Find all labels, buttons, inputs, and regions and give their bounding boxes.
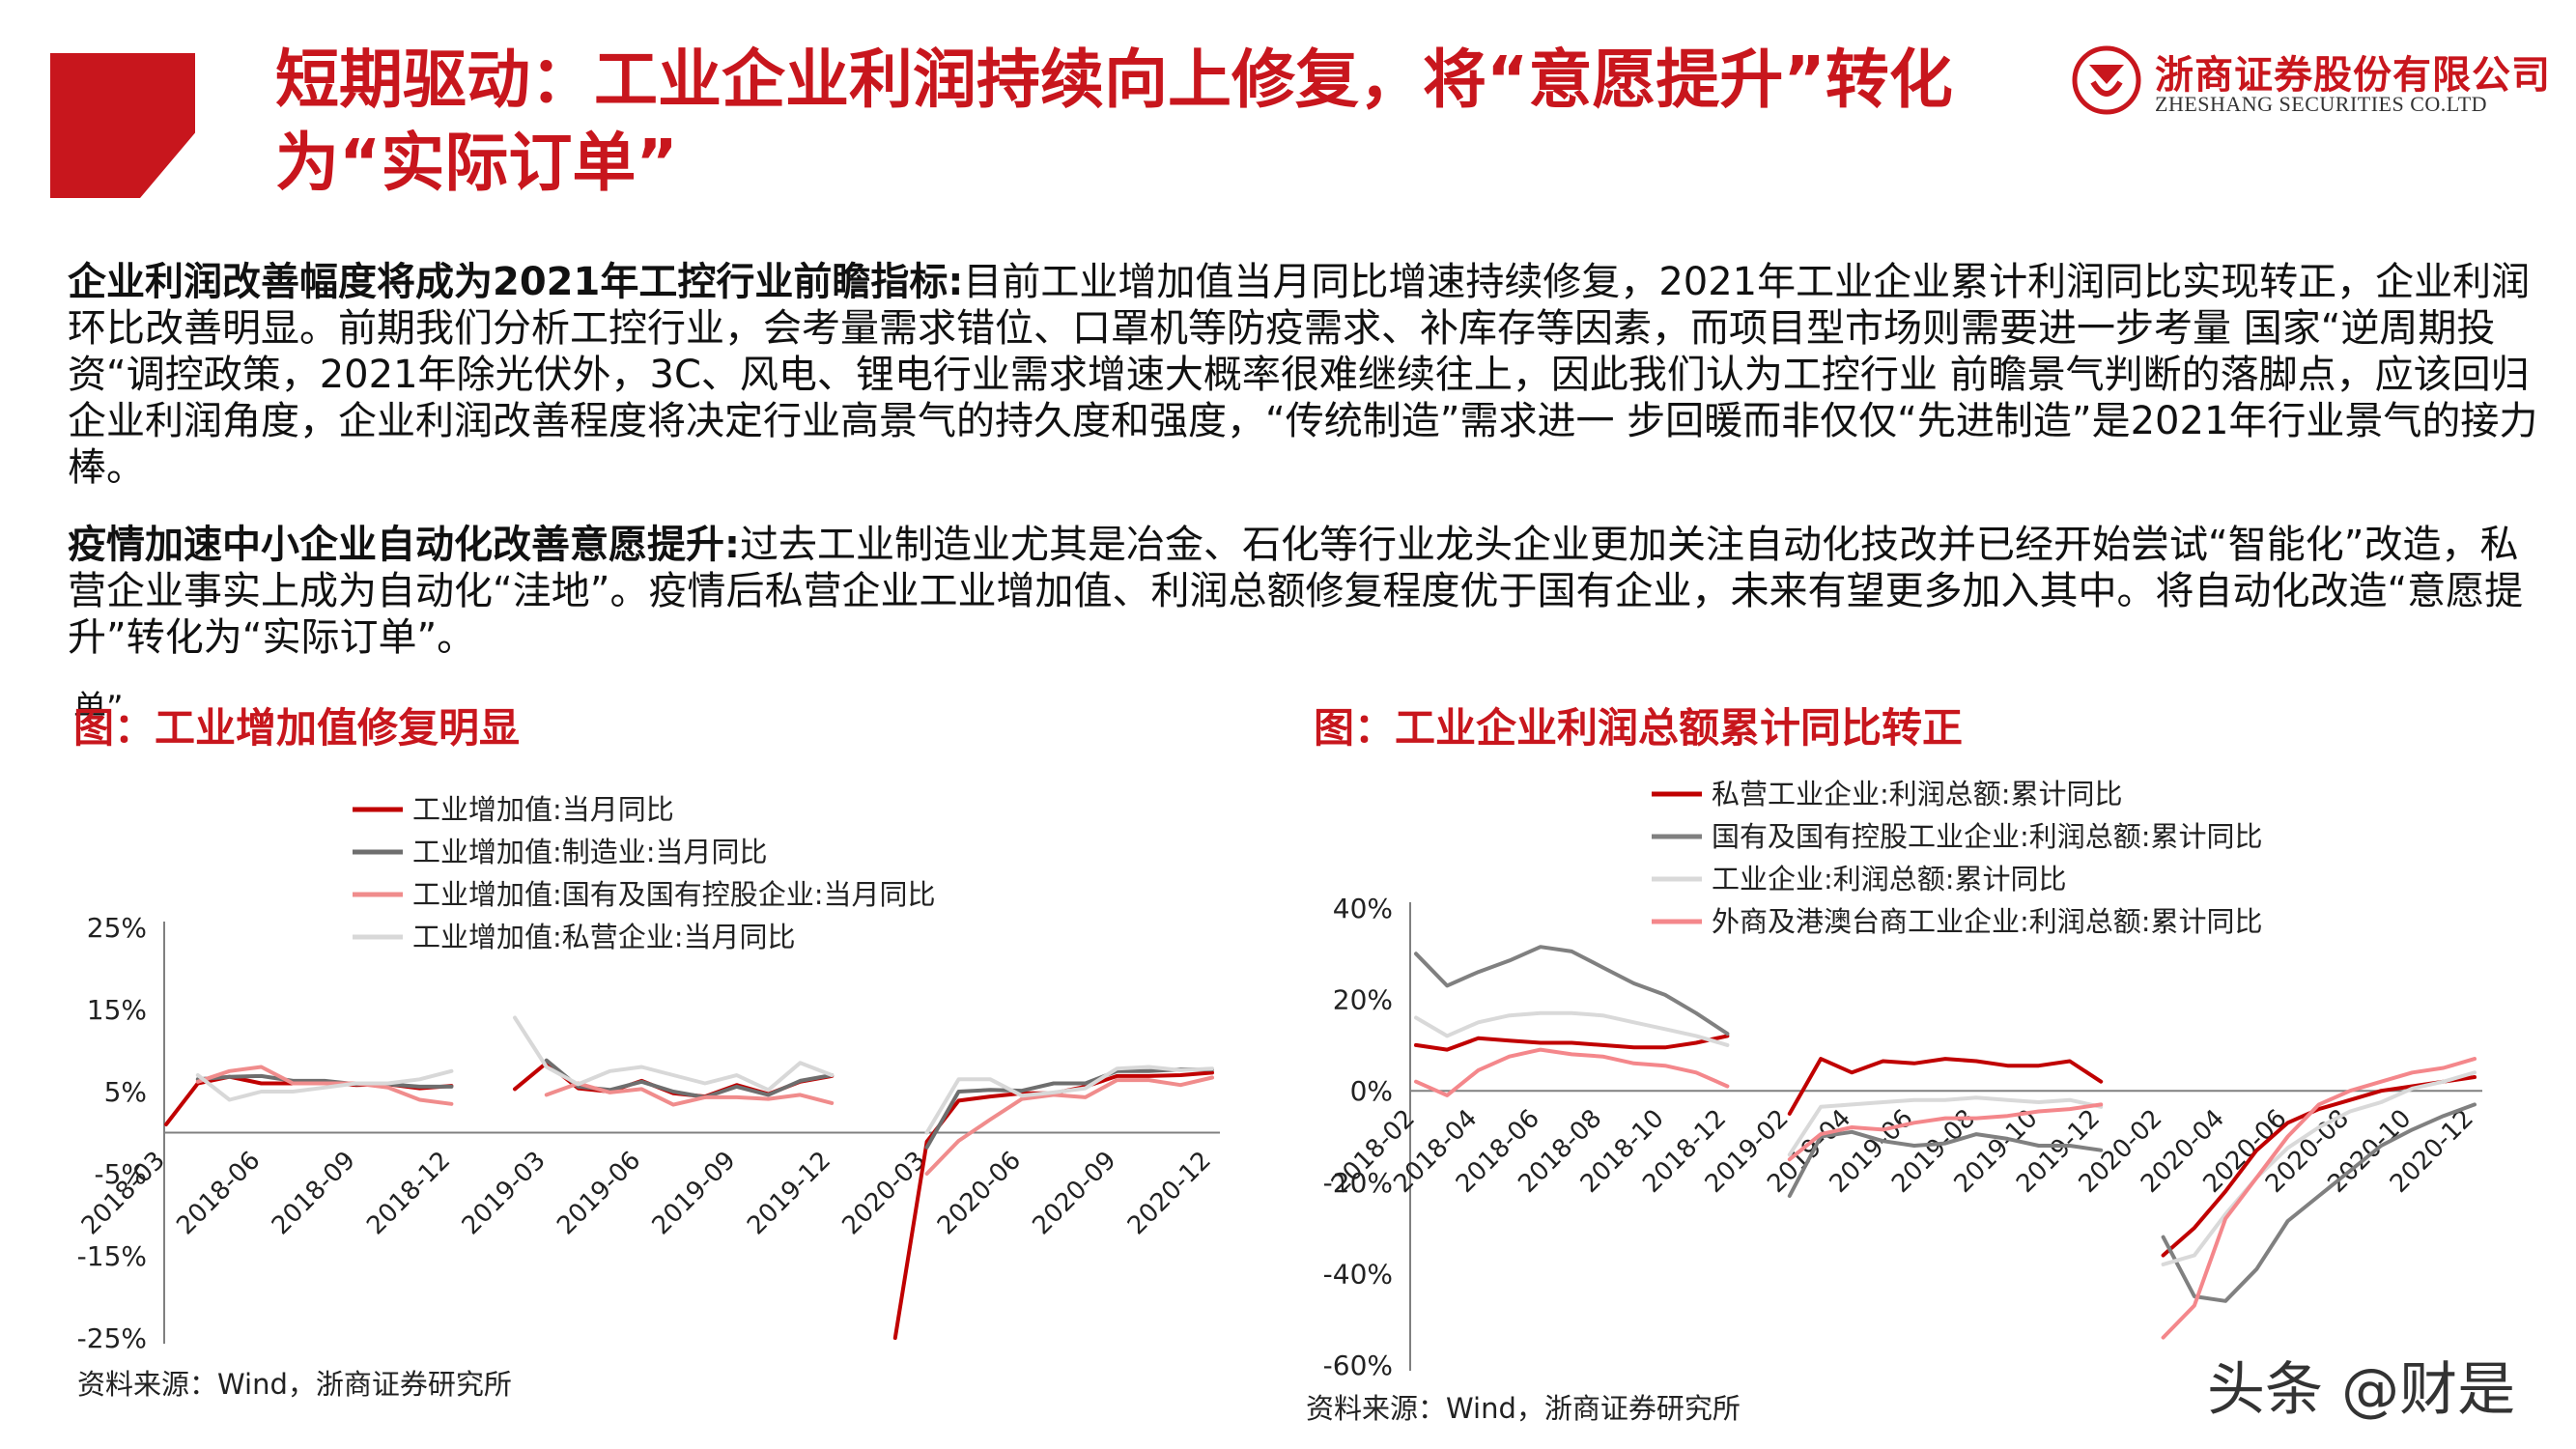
header-red-block [50, 53, 195, 198]
y-tick-label: -40% [1323, 1258, 1393, 1290]
paragraph-body: 目前工业增加值当月同比增速持续修复，2021年工业企业累计利润同比实现转正，企业… [68, 260, 2538, 490]
legend-label: 工业增加值:私营企业:当月同比 [412, 921, 796, 953]
legend-label: 国有及国有控股工业企业:利润总额:累计同比 [1712, 820, 2263, 853]
x-tick-label: 2019-12 [742, 1146, 836, 1240]
x-tick-label: 2019-03 [457, 1146, 552, 1240]
paragraph-lead: 企业利润改善幅度将成为2021年工控行业前瞻指标: [68, 260, 964, 304]
source-note-right: 资料来源：Wind，浙商证券研究所 [1306, 1392, 1741, 1425]
paragraph-lead: 疫情加速中小企业自动化改善意愿提升: [68, 523, 740, 567]
y-tick-label: -15% [77, 1240, 147, 1272]
chart-title-profit: 图：工业企业利润总额累计同比转正 [1314, 704, 1964, 752]
y-tick-label: 40% [1333, 893, 1393, 924]
y-tick-label: 15% [87, 994, 147, 1026]
y-tick-label: 5% [104, 1076, 147, 1108]
legend-label: 私营工业企业:利润总额:累计同比 [1712, 778, 2123, 810]
x-tick-label: 2020-09 [1027, 1146, 1121, 1240]
legend-label: 工业增加值:当月同比 [412, 793, 674, 826]
x-tick-label: 2020-06 [932, 1146, 1027, 1240]
watermark: 头条 @财是 [2207, 1356, 2516, 1424]
paragraph-profit-indicator: 企业利润改善幅度将成为2021年工控行业前瞻指标:目前工业增加值当月同比增速持续… [68, 259, 2540, 491]
legend-label: 工业企业:利润总额:累计同比 [1712, 863, 2067, 895]
series-line-3 [1414, 1010, 2477, 1266]
series-line-4 [1414, 1047, 2477, 1340]
x-tick-label: 2018-09 [267, 1146, 361, 1240]
x-tick-label: 2018-12 [361, 1146, 456, 1240]
chart-title-value-added: 图：工业增加值修复明显 [73, 704, 521, 752]
series-line-3 [195, 1065, 1214, 1176]
company-logo: 浙商证券股份有限公司 ZHESHANG SECURITIES CO.LTD [2072, 43, 2550, 121]
paragraph-automation-willingness: 疫情加速中小企业自动化改善意愿提升:过去工业制造业尤其是冶金、石化等行业龙头企业… [68, 522, 2540, 661]
logo-english-name: ZHESHANG SECURITIES CO.LTD [2155, 92, 2488, 116]
page-title: 短期驱动：工业企业利润持续向上修复，将“意愿提升”转化为“实际订单” [275, 43, 1953, 200]
x-tick-label: 2020-12 [1122, 1146, 1217, 1240]
legend-label: 外商及港澳台商工业企业:利润总额:累计同比 [1712, 905, 2263, 938]
paragraph-body: 过去工业制造业尤其是冶金、石化等行业龙头企业更加关注自动化技改并已经开始尝试“智… [68, 523, 2524, 660]
series-line-2 [1414, 945, 2477, 1303]
series-line-4 [195, 1015, 1214, 1135]
source-note-left: 资料来源：Wind，浙商证券研究所 [77, 1368, 512, 1401]
y-tick-label: 20% [1333, 984, 1393, 1016]
legend-label: 工业增加值:国有及国有控股企业:当月同比 [412, 878, 936, 911]
x-tick-label: 2018-06 [171, 1146, 266, 1240]
chart-industrial-value-added: -25%-15%-5%5%15%25%2018-03 2018-06 2018-09… [76, 793, 1220, 1352]
y-tick-label: -60% [1323, 1350, 1393, 1381]
stray-text: 单” [73, 689, 124, 727]
legend-label: 工业增加值:制造业:当月同比 [412, 836, 768, 868]
series-line-2 [195, 1058, 1214, 1150]
y-tick-label: 25% [87, 912, 147, 944]
chart-industrial-profit: -60%-40%-20%0%20%40%2018-022018-042018-0… [1323, 778, 2482, 1381]
y-tick-label: -25% [77, 1322, 147, 1352]
zheshang-logo-icon [2072, 45, 2141, 115]
x-tick-label: 2019-06 [552, 1146, 646, 1240]
y-tick-label: -20% [1323, 1167, 1393, 1199]
y-tick-label: -5% [94, 1158, 147, 1190]
logo-chinese-name: 浙商证券股份有限公司 [2155, 53, 2551, 98]
x-tick-label: 2019-09 [647, 1146, 742, 1240]
y-tick-label: 0% [1350, 1075, 1393, 1107]
